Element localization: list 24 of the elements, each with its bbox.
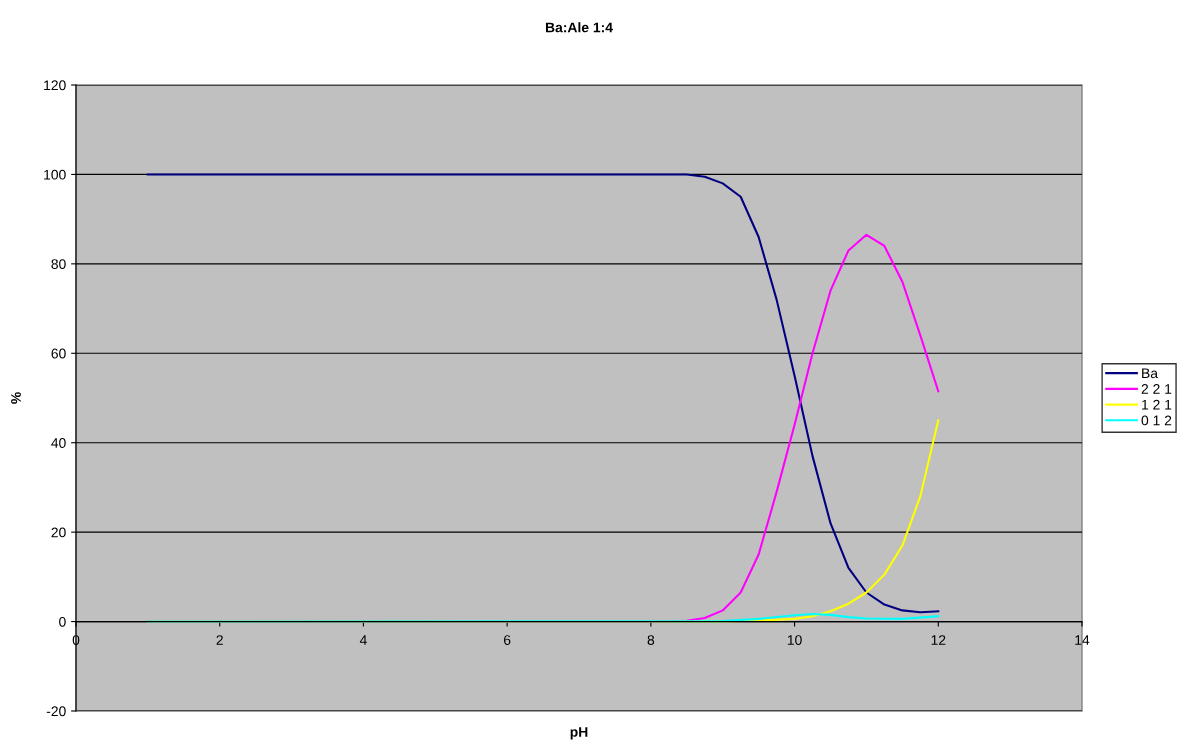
legend-label: 1 2 1 <box>1142 399 1172 410</box>
x-tick-label: 6 <box>503 635 511 645</box>
y-tick-label: 80 <box>51 259 66 270</box>
x-tick-label: 10 <box>787 635 802 645</box>
line-series <box>146 173 940 614</box>
legend-label: 0 1 2 <box>1141 415 1172 426</box>
line-series <box>146 612 940 623</box>
x-tick-label: 4 <box>359 635 367 645</box>
y-axis-title: % <box>11 392 21 404</box>
x-tick-label: 8 <box>647 635 655 645</box>
y-tick-label: 40 <box>51 438 66 448</box>
x-tick-label: 12 <box>931 635 946 645</box>
x-axis-title: pH <box>570 727 588 740</box>
y-tick-label: 100 <box>44 169 66 180</box>
y-tick-label: 0 <box>59 616 66 627</box>
legend-label: Ba <box>1142 368 1158 379</box>
x-tick-label: 14 <box>1075 635 1090 645</box>
y-tick-label: 120 <box>44 80 66 91</box>
y-tick-label: -20 <box>46 706 66 717</box>
y-tick-label: 60 <box>51 348 66 359</box>
x-tick-label: 2 <box>216 635 223 645</box>
chart-title: Ba:Ale 1:4 <box>545 22 613 33</box>
legend-label: 2 2 1 <box>1141 384 1172 394</box>
y-tick-label: 20 <box>51 527 66 538</box>
